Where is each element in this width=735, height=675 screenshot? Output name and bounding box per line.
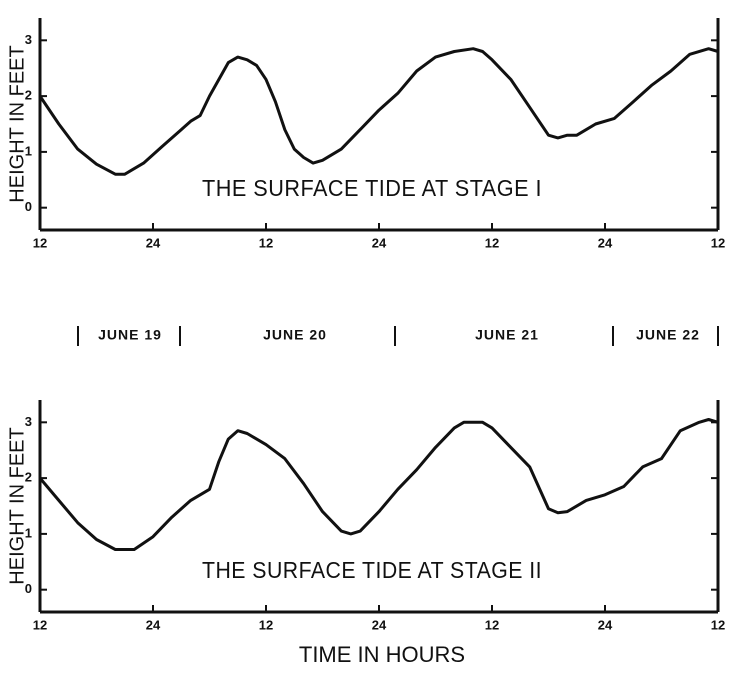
x-tick-label: 12 — [33, 617, 47, 632]
y-tick-label: 3 — [25, 32, 32, 47]
x-axis-title: TIME IN HOURS — [299, 642, 465, 667]
date-label: JUNE 22 — [636, 327, 700, 343]
x-tick-label: 12 — [33, 235, 47, 250]
x-tick-label: 24 — [598, 617, 613, 632]
x-tick-label: 24 — [146, 235, 161, 250]
x-tick-label: 12 — [711, 235, 725, 250]
date-label: JUNE 21 — [475, 327, 539, 343]
annotation: THE SURFACE TIDE AT STAGE II — [202, 557, 542, 583]
y-tick-label: 2 — [25, 470, 32, 485]
x-tick-label: 12 — [259, 235, 273, 250]
y-tick-label: 1 — [25, 143, 32, 158]
annotation: THE SURFACE TIDE AT STAGE I — [202, 175, 542, 201]
y-tick-label: 3 — [25, 414, 32, 429]
x-tick-label: 24 — [146, 617, 161, 632]
y-tick-label: 1 — [25, 525, 32, 540]
date-label: JUNE 19 — [98, 327, 162, 343]
x-tick-label: 12 — [711, 617, 725, 632]
tide-line — [38, 418, 719, 551]
x-tick-label: 24 — [372, 617, 387, 632]
date-label: JUNE 20 — [263, 327, 327, 343]
y-tick-label: 2 — [25, 88, 32, 103]
x-tick-label: 12 — [485, 617, 499, 632]
y-axis-label: HEIGHT IN FEET — [6, 45, 28, 202]
x-tick-label: 12 — [259, 617, 273, 632]
x-tick-label: 12 — [485, 235, 499, 250]
y-tick-label: 0 — [25, 581, 32, 596]
x-tick-label: 24 — [372, 235, 387, 250]
x-tick-label: 24 — [598, 235, 613, 250]
tide-line — [38, 47, 719, 176]
y-axis-label: HEIGHT IN FEET — [6, 427, 28, 584]
y-tick-label: 0 — [25, 199, 32, 214]
